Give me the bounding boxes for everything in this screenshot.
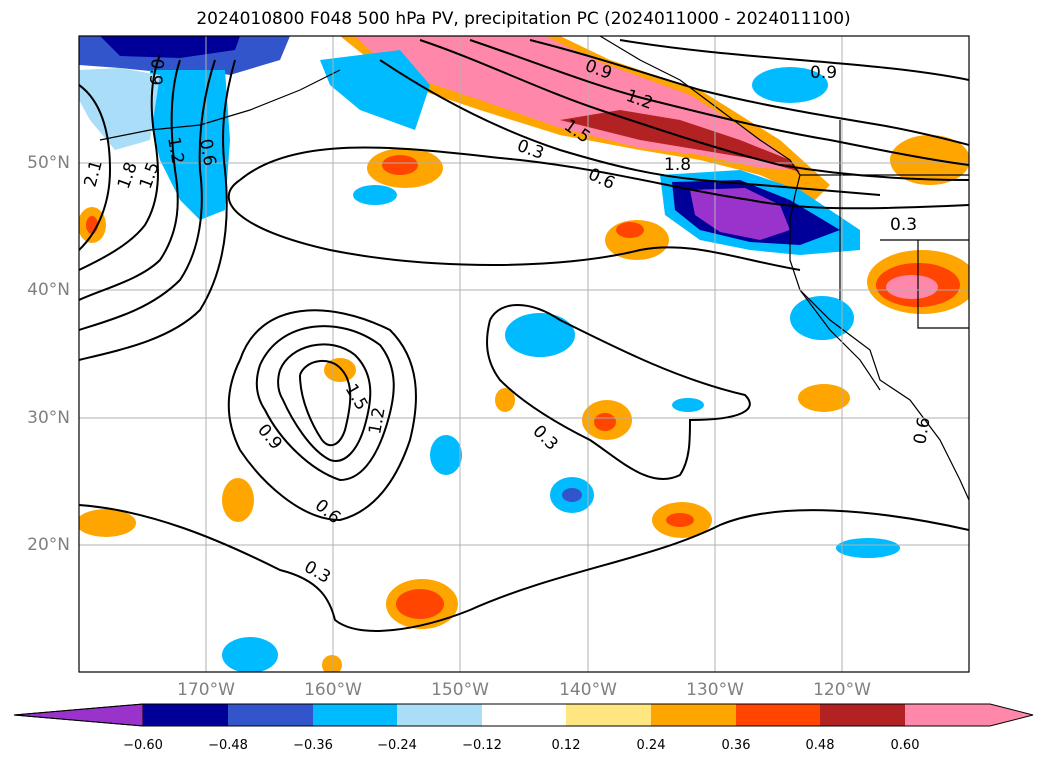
precip-blob (790, 296, 854, 340)
pv-contour-ne-2 (469, 39, 969, 166)
precip-blob (382, 155, 418, 175)
contour-label: 0.6 (910, 416, 934, 446)
contour-label: 0.9 (145, 58, 167, 87)
pv-contour-ne-4 (619, 39, 969, 81)
colorbar-swatch (651, 704, 736, 726)
pv-contour-0.3-north (239, 146, 969, 210)
pv-contour-0.3-loop (227, 179, 801, 271)
pv-contour-west-5 (79, 84, 112, 251)
pv-contour-ne-5 (379, 59, 881, 196)
pv-contours (79, 39, 969, 632)
precip-negative-core (100, 36, 240, 58)
colorbar-swatch (228, 704, 313, 726)
precip-blob (86, 216, 98, 234)
colorbar-label: 0.12 (551, 738, 581, 753)
precip-negative-north (320, 50, 430, 130)
coastline-baja (799, 289, 881, 391)
coastlines (99, 36, 969, 501)
contour-label: 1.2 (365, 406, 389, 436)
colorbar-outline (13, 703, 1034, 727)
map-title: 2024010800 F048 500 hPa PV, precipitatio… (196, 9, 851, 29)
colorbar-swatch (736, 704, 820, 726)
precip-blob (672, 398, 704, 412)
precip-blob (353, 185, 397, 205)
colorbar-swatch (313, 704, 397, 726)
precip-blob (836, 538, 900, 558)
precip-blob (594, 413, 616, 431)
pv-contour-0.3-central (486, 304, 751, 481)
pv-contour-0.3-south (79, 504, 969, 632)
colorbar-label: 0.36 (721, 738, 751, 753)
lat-label: 40°N (27, 280, 70, 300)
precip-blob (562, 488, 582, 502)
colorbar-label: −0.12 (462, 738, 502, 753)
colorbar-swatch (143, 704, 228, 726)
precip-blob (324, 358, 356, 382)
colorbar-extend-max (905, 704, 1033, 726)
contour-label: 1.2 (163, 135, 187, 165)
colorbar-label: 0.60 (890, 738, 920, 753)
precip-blob (798, 384, 850, 412)
colorbar (13, 703, 1034, 727)
precip-blob (616, 222, 644, 238)
precip-blob (396, 589, 444, 619)
precip-blob (752, 67, 828, 103)
precip-shading (79, 36, 969, 672)
colorbar-swatch (820, 704, 905, 726)
pv-contour-west-3 (79, 59, 236, 361)
precip-negative-west (79, 68, 160, 150)
precip-blob (666, 513, 694, 527)
border-states (839, 120, 969, 329)
contour-label: 0.3 (890, 215, 917, 235)
lon-label: 170°W (177, 680, 235, 700)
colorbar-swatch (397, 704, 482, 726)
contour-label: 0.9 (810, 63, 837, 83)
colorbar-label: −0.60 (123, 738, 163, 753)
lon-label: 150°W (431, 680, 489, 700)
contour-labels: 0.9 1.2 1.5 1.8 2.1 0.6 0.3 0.9 1.2 1.5 … (81, 56, 935, 588)
precip-blob (886, 275, 938, 299)
pv-contour-ne-3 (529, 39, 969, 146)
pv-contour-0.9 (227, 309, 417, 522)
contour-label: 0.6 (195, 137, 219, 167)
colorbar-label: −0.24 (377, 738, 417, 753)
precip-blob (430, 435, 462, 475)
contour-label: 1.8 (664, 155, 691, 175)
precip-blob (495, 388, 515, 412)
map-content: 0.9 1.2 1.5 1.8 2.1 0.6 0.3 0.9 1.2 1.5 … (79, 36, 969, 672)
pv-contour-west-1 (79, 59, 181, 301)
pv-contour-1.2 (255, 325, 395, 482)
precip-blob (890, 135, 969, 185)
precip-blob (222, 637, 278, 672)
coastline-north-america (599, 36, 969, 501)
lon-label: 160°W (304, 680, 362, 700)
pv-contour-1.8 (299, 360, 352, 447)
graticule (79, 36, 969, 672)
lon-label: 140°W (559, 680, 617, 700)
precip-negative-column (150, 70, 230, 220)
colorbar-label: −0.36 (293, 738, 333, 753)
precip-blob (222, 478, 254, 522)
lon-label: 120°W (813, 680, 871, 700)
colorbar-swatch (566, 704, 651, 726)
lat-label: 20°N (27, 535, 70, 555)
precip-blob (505, 313, 575, 357)
colorbar-label: −0.48 (208, 738, 248, 753)
precip-band-red (560, 110, 800, 172)
pv-contour-1.5 (277, 343, 372, 462)
lon-label: 130°W (686, 680, 744, 700)
pv-contour-west-2 (79, 59, 216, 331)
pv-contour-west-4 (79, 54, 161, 271)
lat-label: 30°N (27, 408, 70, 428)
colorbar-label: 0.24 (636, 738, 666, 753)
precip-blob (79, 509, 136, 537)
precip-blob (322, 655, 342, 672)
colorbar-label: 0.48 (805, 738, 835, 753)
colorbar-swatch (482, 704, 566, 726)
map-frame (78, 35, 970, 673)
pv-contour-ne-1 (419, 39, 969, 181)
colorbar-extend-min (13, 703, 144, 727)
lat-label: 50°N (27, 153, 70, 173)
